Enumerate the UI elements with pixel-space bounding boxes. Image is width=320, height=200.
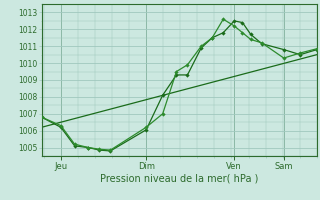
- X-axis label: Pression niveau de la mer( hPa ): Pression niveau de la mer( hPa ): [100, 173, 258, 183]
